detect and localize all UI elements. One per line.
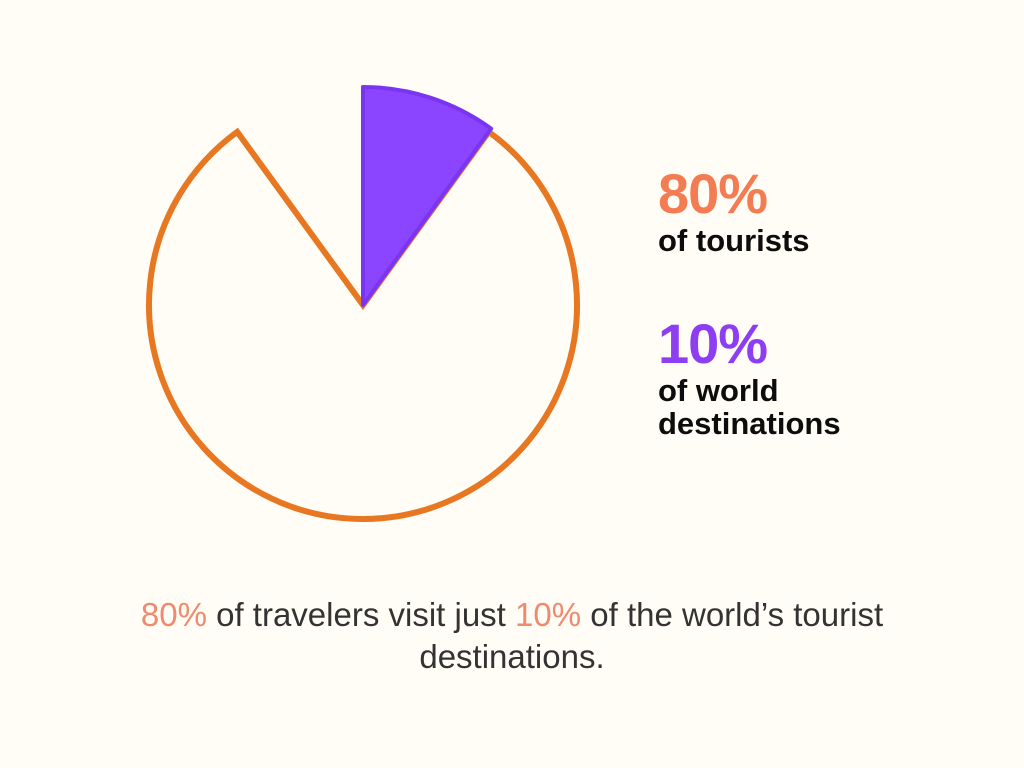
caption-highlight-10: 10% <box>515 596 582 633</box>
legend-destinations: 10% of world destinations <box>658 312 898 441</box>
caption-text-1: of travelers visit just <box>206 596 516 633</box>
legend-tourists: 80% of tourists <box>658 162 898 258</box>
legend-tourists-label: of tourists <box>658 223 810 258</box>
pie-slice-tourists <box>146 127 580 522</box>
legend-destinations-value: 10% <box>658 312 768 375</box>
legend-tourists-value: 80% <box>658 162 768 225</box>
caption-highlight-80: 80% <box>140 596 207 633</box>
caption: 80% of travelers visit just 10% of the w… <box>112 594 912 678</box>
caption-text-2: of the world’s tourist destinations. <box>419 596 884 675</box>
pie-slice-destinations <box>361 85 494 307</box>
legend-destinations-label: of world destinations <box>658 373 841 441</box>
